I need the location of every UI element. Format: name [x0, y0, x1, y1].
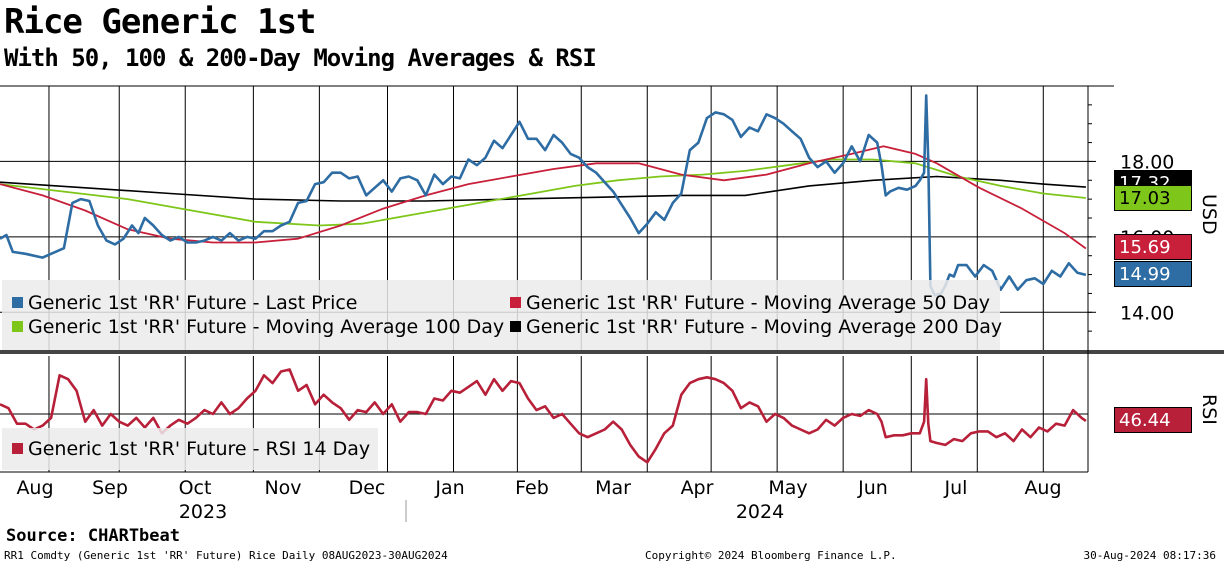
- legend-item-last-price: Generic 1st 'RR' Future - Last Price: [12, 292, 358, 314]
- legend-swatch-ma200: [510, 321, 521, 332]
- x-month-label: Jan: [434, 477, 464, 499]
- price-y-tick-label: 18.00: [1120, 151, 1174, 173]
- series-line-ma200: [0, 175, 1086, 202]
- x-month-label: Oct: [179, 477, 212, 499]
- x-month-label: Sep: [92, 477, 128, 499]
- price-axis-title: USD: [1198, 194, 1220, 235]
- x-month-label: Apr: [681, 477, 714, 499]
- rsi-legend: [2, 428, 378, 470]
- legend-item-ma50: Generic 1st 'RR' Future - Moving Average…: [510, 292, 990, 314]
- x-month-label: Jul: [944, 477, 968, 499]
- chart-subtitle: With 50, 100 & 200-Day Moving Averages &…: [4, 44, 597, 72]
- x-month-label: May: [768, 477, 807, 499]
- legend-label-ma100: Generic 1st 'RR' Future - Moving Average…: [28, 316, 505, 338]
- tag-last-price-value: 14.99: [1114, 261, 1192, 287]
- tag-ma50-value: 15.69: [1114, 234, 1192, 260]
- tag-ma50-text: 15.69: [1119, 237, 1171, 258]
- chart-title: Rice Generic 1st: [4, 2, 317, 42]
- x-month-label: Mar: [595, 477, 631, 499]
- legend-swatch-ma100: [12, 321, 23, 332]
- legend-item-rsi: Generic 1st 'RR' Future - RSI 14 Day: [12, 438, 370, 460]
- series-line-last-price: [0, 94, 1087, 297]
- x-month-label: Aug: [16, 477, 53, 499]
- tag-last-price-text: 14.99: [1119, 264, 1171, 285]
- footer-copyright: Copyright© 2024 Bloomberg Finance L.P.: [645, 549, 897, 562]
- x-year-label: 2023: [179, 501, 227, 523]
- price-y-tick-label: 14.00: [1120, 302, 1174, 324]
- footer-timestamp: 30-Aug-2024 08:17:36: [1083, 549, 1216, 562]
- x-month-label: Feb: [515, 477, 549, 499]
- tag-rsi-text: 46.44: [1119, 410, 1171, 431]
- legend-label-last-price: Generic 1st 'RR' Future - Last Price: [28, 292, 358, 314]
- tag-rsi-value: 46.44: [1114, 407, 1192, 433]
- source-label: Source: CHARTbeat: [6, 526, 180, 546]
- series-line-ma100: [0, 158, 1086, 227]
- price-legend: [2, 280, 1000, 350]
- legend-item-ma100: Generic 1st 'RR' Future - Moving Average…: [12, 316, 504, 338]
- series-line-rsi: [0, 368, 1087, 464]
- x-month-label: Dec: [349, 477, 386, 499]
- legend-swatch-rsi: [12, 443, 23, 454]
- legend-label-ma50: Generic 1st 'RR' Future - Moving Average…: [526, 292, 991, 314]
- tag-ma100-text: 17.03: [1119, 188, 1171, 209]
- x-month-label: Aug: [1024, 477, 1061, 499]
- legend-swatch-ma50: [510, 297, 521, 308]
- tag-ma100-value: 17.03: [1114, 185, 1192, 211]
- footer-info: RR1 Comdty (Generic 1st 'RR' Future) Ric…: [4, 549, 448, 562]
- x-year-label: 2024: [736, 501, 784, 523]
- series-line-ma50: [0, 145, 1087, 250]
- rsi-axis-title: RSI: [1198, 394, 1220, 425]
- x-month-label: Jun: [857, 477, 888, 499]
- series-layer: [0, 94, 1087, 464]
- axis-layer: 18.0016.0014.00AugSepOctNovDecJanFebMarA…: [0, 85, 1224, 523]
- legend-label-ma200: Generic 1st 'RR' Future - Moving Average…: [526, 316, 1003, 338]
- legend-item-ma200: Generic 1st 'RR' Future - Moving Average…: [510, 316, 1002, 338]
- legend-swatch-last-price: [12, 297, 23, 308]
- legend-label-rsi: Generic 1st 'RR' Future - RSI 14 Day: [28, 438, 371, 460]
- x-month-label: Nov: [264, 477, 301, 499]
